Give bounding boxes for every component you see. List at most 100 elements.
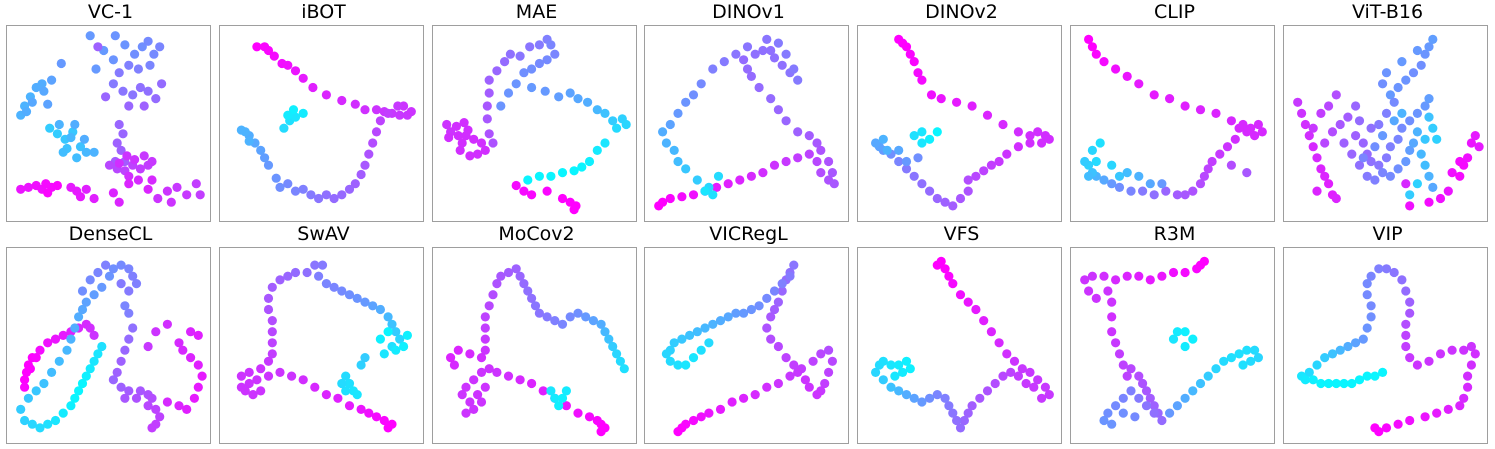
scatter-point <box>85 364 95 374</box>
scatter-point <box>153 193 163 204</box>
scatter-point <box>455 145 465 155</box>
scatter-point <box>581 312 591 322</box>
scatter-point <box>769 160 780 170</box>
scatter-point <box>967 101 977 111</box>
scatter-point <box>540 86 550 96</box>
scatter-point <box>453 131 463 141</box>
scatter-point <box>1358 138 1368 148</box>
scatter-point <box>554 401 564 411</box>
scatter-point <box>523 175 533 185</box>
scatter-point <box>118 86 128 96</box>
scatter-point <box>193 382 203 392</box>
scatter-point <box>1393 164 1403 174</box>
scatter-point <box>1351 131 1361 141</box>
scatter-point <box>1378 79 1388 89</box>
scatter-point <box>298 375 308 385</box>
scatter-point <box>665 119 675 130</box>
scatter-point <box>79 134 89 144</box>
scatter-point <box>871 367 881 377</box>
scatter-point <box>1385 142 1395 152</box>
scatter-point <box>333 393 343 403</box>
scatter-point <box>1013 127 1023 137</box>
scatter-point <box>1084 171 1094 181</box>
scatter-point <box>1374 264 1384 274</box>
scatter-point <box>1253 119 1263 130</box>
scatter-point <box>1180 101 1190 111</box>
scatter-point <box>1374 427 1384 437</box>
scatter-point <box>1157 271 1167 281</box>
scatter-point <box>263 356 274 366</box>
scatter-point <box>515 51 525 61</box>
scatter-point <box>16 184 26 194</box>
scatter-point <box>1466 360 1476 370</box>
scatter-point <box>244 378 254 389</box>
scatter-point <box>1463 382 1473 392</box>
scatter-point <box>1103 286 1113 296</box>
scatter-point <box>1401 286 1411 296</box>
scatter-point <box>963 297 973 307</box>
scatter-point <box>1416 60 1426 70</box>
plot-area <box>1283 25 1488 222</box>
scatter-point <box>244 367 254 377</box>
scatter-point <box>696 345 706 355</box>
scatter-point <box>23 182 33 192</box>
scatter-point <box>476 397 487 407</box>
scatter-point <box>665 193 675 204</box>
scatter-point <box>527 293 537 303</box>
scatter-point <box>1416 149 1426 159</box>
scatter-point <box>773 297 783 307</box>
scatter-point <box>1405 190 1415 200</box>
scatter-point <box>21 107 32 117</box>
scatter-point <box>166 197 176 207</box>
scatter-point <box>661 349 671 359</box>
scatter-point <box>534 40 544 50</box>
scatter-point <box>712 182 722 192</box>
scatter-point <box>982 110 993 120</box>
scatter-point <box>688 90 699 100</box>
scatter-point <box>1362 279 1372 289</box>
scatter-point <box>901 42 912 52</box>
scatter-point <box>804 382 814 392</box>
scatter-point <box>979 166 989 176</box>
scatter-point <box>704 408 714 418</box>
scatter-point <box>1405 415 1415 426</box>
scatter-point <box>1432 408 1442 418</box>
scatter-point <box>110 31 120 41</box>
scatter-point <box>1242 345 1252 355</box>
scatter-point <box>193 330 203 340</box>
scatter-point <box>1037 393 1047 403</box>
scatter-point <box>1246 356 1256 366</box>
scatter-point <box>534 171 544 181</box>
scatter-point <box>182 404 192 414</box>
scatter-point <box>542 55 552 65</box>
scatter-point <box>1222 142 1233 152</box>
scatter-point <box>77 286 88 296</box>
scatter-point <box>1111 401 1121 411</box>
scatter-point <box>816 145 826 155</box>
scatter-point <box>465 349 475 359</box>
scatter-point <box>135 386 145 396</box>
scatter-point <box>1339 378 1349 389</box>
scatter-point <box>612 349 622 359</box>
scatter-point <box>519 68 529 78</box>
scatter-point <box>72 153 82 163</box>
scatter-point <box>124 171 134 181</box>
scatter-point <box>476 367 487 377</box>
scatter-point <box>1025 131 1035 141</box>
scatter-point <box>926 90 937 100</box>
scatter-point <box>812 390 822 400</box>
scatter-point <box>139 151 149 161</box>
scatter-point <box>1107 419 1117 429</box>
scatter-point <box>130 155 140 165</box>
scatter-point <box>145 60 155 70</box>
scatter-point <box>936 94 946 104</box>
scatter-point <box>195 190 205 200</box>
scatter-point <box>1401 179 1411 189</box>
scatter-point <box>527 378 537 389</box>
scatter-point <box>482 114 492 124</box>
scatter-point <box>1087 271 1097 281</box>
panel-title: VFS <box>943 223 980 245</box>
scatter-point <box>793 153 803 163</box>
scatter-point <box>932 193 942 204</box>
scatter-point <box>998 371 1008 381</box>
